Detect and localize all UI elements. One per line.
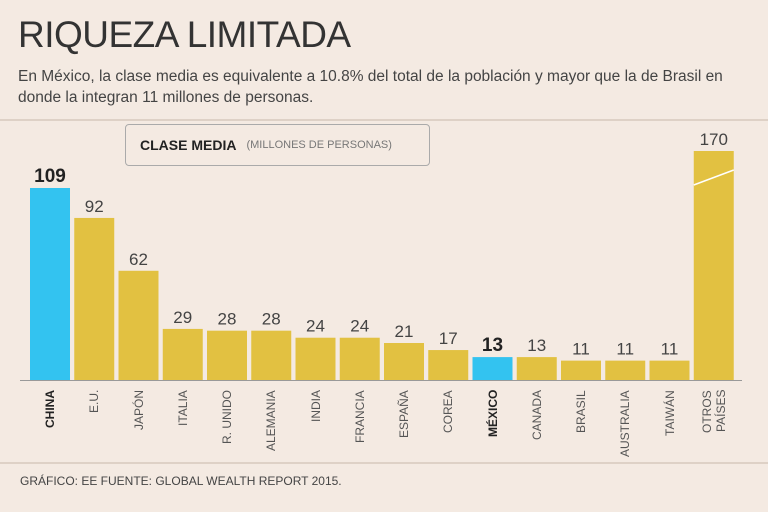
- bar: [118, 270, 159, 380]
- value-label: 11: [616, 340, 634, 359]
- value-label: 92: [85, 197, 104, 216]
- x-tick-label: CHINA: [43, 390, 57, 428]
- x-tick-label: MÉXICO: [485, 390, 500, 438]
- x-tick-label: FRANCIA: [352, 390, 367, 443]
- bar: [693, 151, 734, 380]
- value-label: 13: [482, 335, 503, 356]
- value-label: 11: [572, 340, 590, 359]
- chart-title: RIQUEZA LIMITADA: [18, 14, 351, 55]
- x-tick-label: INDIA: [308, 390, 323, 423]
- x-tick-label: R. UNIDO: [220, 390, 234, 444]
- x-tick-label: COREA: [441, 390, 456, 433]
- bar: [162, 328, 203, 380]
- value-label: 109: [34, 166, 66, 187]
- bar: [472, 357, 513, 380]
- axis-break: [693, 169, 735, 186]
- value-label: 24: [306, 317, 325, 336]
- bar: [516, 357, 557, 380]
- value-label: 28: [262, 310, 281, 329]
- x-tick-label: JAPÓN: [131, 390, 146, 431]
- bar: [74, 217, 115, 380]
- bar: [428, 350, 469, 380]
- bar: [384, 343, 424, 380]
- x-tick-label: TAIWÁN: [662, 390, 677, 436]
- x-tick-label: ESPAÑA: [397, 390, 411, 438]
- x-tick-label: OTROS PAÍSES: [699, 390, 728, 433]
- legend-unit: (MILLONES DE PERSONAS): [246, 139, 392, 151]
- x-tick-label: CANADA: [529, 390, 544, 441]
- value-label: 17: [439, 329, 458, 348]
- legend: CLASE MEDIA (MILLONES DE PERSONAS): [125, 124, 430, 166]
- value-label: 24: [350, 317, 369, 336]
- value-label: 28: [218, 310, 237, 329]
- bar: [251, 330, 292, 380]
- bar: [649, 360, 690, 380]
- bar: [295, 337, 336, 380]
- bar: [207, 330, 247, 380]
- source: GRÁFICO: EE FUENTE: GLOBAL WEALTH REPORT…: [20, 474, 342, 488]
- x-tick-label: ITALIA: [175, 390, 190, 426]
- bar: [605, 360, 646, 380]
- x-tick-label: AUSTRALIA: [618, 390, 633, 457]
- legend-label: CLASE MEDIA: [140, 137, 237, 153]
- chart-subtitle: En México, la clase media es equivalente…: [18, 68, 723, 106]
- x-tick-label: E.U.: [87, 390, 102, 414]
- x-tick-label: BRASIL: [574, 390, 588, 433]
- value-label: 62: [129, 250, 148, 269]
- value-label: 11: [661, 340, 679, 359]
- value-label: 29: [173, 308, 192, 327]
- bar: [339, 337, 380, 380]
- x-tick-label: ALEMANIA: [264, 390, 279, 451]
- bar: [30, 187, 70, 380]
- value-label: 21: [395, 322, 414, 341]
- bar: [561, 360, 601, 380]
- value-label: 170: [700, 130, 728, 149]
- value-label: 13: [527, 336, 546, 355]
